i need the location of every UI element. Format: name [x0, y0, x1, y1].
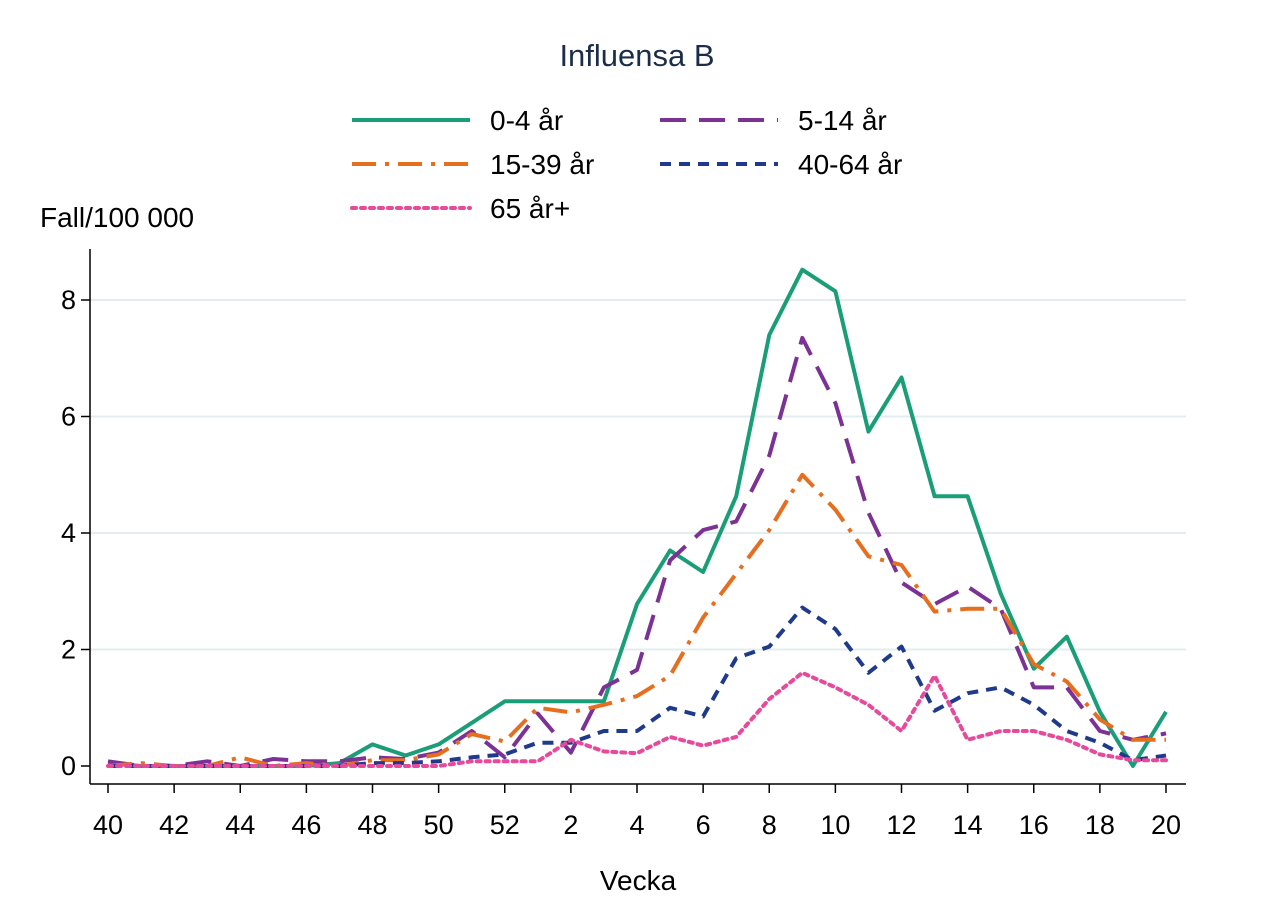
- series-line-3: [108, 605, 1167, 768]
- legend-item: 0-4 år: [352, 105, 563, 136]
- legend-label: 5-14 år: [798, 105, 887, 136]
- y-tick-label: 4: [61, 518, 76, 548]
- series-line-2: [107, 472, 1166, 768]
- y-tick-label: 0: [61, 751, 76, 781]
- y-tick-label: 2: [61, 635, 76, 665]
- y-axis-label: Fall/100 000: [40, 202, 194, 233]
- legend-item: 65 år+: [350, 193, 570, 224]
- x-tick-label: 16: [1019, 810, 1049, 840]
- x-tick-label: 2: [563, 810, 578, 840]
- x-tick-label: 42: [159, 810, 189, 840]
- x-tick-label: 10: [820, 810, 850, 840]
- x-tick-label: 18: [1085, 810, 1115, 840]
- gridlines: [90, 299, 1186, 651]
- x-tick-label: 48: [357, 810, 387, 840]
- y-tick-label: 6: [61, 402, 76, 432]
- legend-label: 0-4 år: [490, 105, 563, 136]
- x-tick-label: 40: [93, 810, 123, 840]
- series-layer: [106, 267, 1168, 768]
- chart-title: Influensa B: [559, 38, 714, 73]
- x-tick-label: 14: [953, 810, 983, 840]
- legend-item: 40-64 år: [660, 149, 902, 180]
- x-tick-label: 46: [291, 810, 321, 840]
- legend-item: 5-14 år: [660, 105, 887, 136]
- legend-label: 40-64 år: [798, 149, 902, 180]
- x-axis-label: Vecka: [600, 865, 677, 896]
- legend: 0-4 år 5-14 år 15-39 år 40-64 år 65 år+: [350, 105, 902, 224]
- x-tick-label: 8: [762, 810, 777, 840]
- legend-item: 15-39 år: [352, 149, 594, 180]
- x-tick-label: 6: [696, 810, 711, 840]
- x-tick-label: 12: [886, 810, 916, 840]
- x-tick-label: 52: [490, 810, 520, 840]
- series-line-1: [107, 335, 1167, 768]
- y-tick-label: 8: [61, 285, 76, 315]
- x-tick-label: 20: [1151, 810, 1181, 840]
- x-tick-label: 50: [424, 810, 454, 840]
- legend-label: 65 år+: [490, 193, 570, 224]
- x-tick-label: 44: [225, 810, 255, 840]
- legend-label: 15-39 år: [490, 149, 594, 180]
- x-tick-label: 4: [629, 810, 644, 840]
- series-line-4: [106, 670, 1168, 768]
